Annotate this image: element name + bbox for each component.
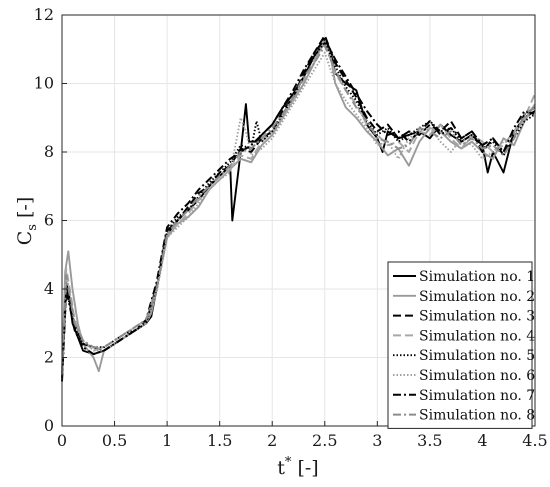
y-tick-label: 2 [44, 348, 54, 367]
x-tick-label: 3.5 [417, 431, 442, 450]
legend: Simulation no. 1 Simulation no. 2 Simulati… [387, 261, 535, 429]
y-tick-label: 8 [44, 142, 54, 161]
x-tick-label: 1 [162, 431, 172, 450]
series-line-6 [61, 51, 536, 375]
legend-label-8: Simulation no. 8 [419, 408, 535, 424]
y-tick-label: 4 [44, 279, 54, 298]
legend-label-6: Simulation no. 6 [419, 368, 535, 384]
legend-label-5: Simulation no. 5 [419, 348, 535, 364]
ticks: 0 0.5 1 1.5 2 2.5 3 3.5 4 4.5 0 2 4 6 8 10 12 [34, 5, 548, 450]
y-axis-label: Cs [-] [14, 197, 40, 246]
x-axis-label: t* [-] [277, 455, 318, 479]
x-tick-label: 0 [57, 431, 67, 450]
legend-label-3: Simulation no. 3 [419, 309, 535, 325]
x-tick-label: 4.5 [522, 431, 547, 450]
x-tick-label: 3 [372, 431, 382, 450]
y-tick-label: 6 [44, 211, 54, 230]
x-tick-label: 1.5 [207, 431, 232, 450]
legend-label-1: Simulation no. 1 [419, 269, 535, 285]
legend-label-4: Simulation no. 4 [419, 328, 535, 344]
y-tick-label: 12 [34, 5, 54, 24]
legend-box [387, 261, 533, 429]
x-tick-label: 2 [267, 431, 277, 450]
y-tick-label: 10 [34, 74, 54, 93]
series-line-8 [61, 44, 536, 375]
series-group [61, 34, 536, 382]
x-tick-label: 4 [477, 431, 487, 450]
x-tick-label: 2.5 [312, 431, 337, 450]
series-line-7 [61, 38, 536, 382]
legend-label-7: Simulation no. 7 [419, 388, 535, 404]
series-line-4 [61, 41, 536, 372]
y-tick-label: 0 [44, 416, 54, 435]
x-tick-label: 0.5 [102, 431, 127, 450]
legend-label-2: Simulation no. 2 [419, 289, 535, 305]
